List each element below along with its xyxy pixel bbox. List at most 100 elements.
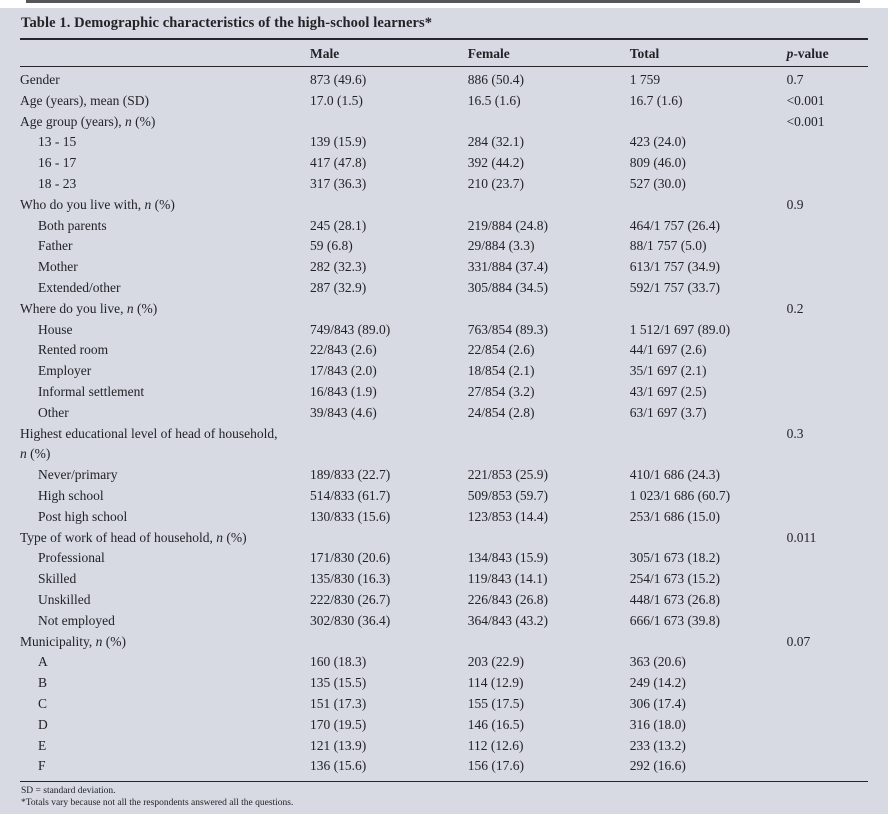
cell-female: 134/843 (15.9) — [467, 550, 548, 566]
cell-total: 16.7 (1.6) — [629, 92, 683, 108]
row-label: B — [38, 675, 48, 691]
cell-male: 121 (13.9) — [310, 737, 367, 753]
cell-male: 171/830 (20.6) — [310, 550, 391, 566]
cell-total: 527 (30.0) — [629, 175, 686, 191]
cell-p — [787, 361, 868, 382]
table-row: High school 514/833 (61.7) 509/853 (59.7) 1… — [20, 486, 868, 507]
cell-female: 22/854 (2.6) — [467, 342, 535, 358]
cell-male: 189/833 (22.7) — [310, 467, 391, 483]
cell-total: 35/1 697 (2.1) — [629, 363, 707, 379]
cell-total — [630, 424, 787, 466]
cell-total — [630, 195, 787, 216]
cell-total: 305/1 673 (18.2) — [629, 550, 721, 566]
cell-female: 203 (22.9) — [467, 654, 524, 670]
cell-p — [787, 257, 868, 278]
cell-p — [787, 382, 868, 403]
row-label: Employer — [38, 363, 92, 379]
header-row: Male Female Total p-value — [20, 40, 868, 67]
table-row: Both parents 245 (28.1) 219/884 (24.8) 464/… — [20, 216, 868, 237]
cell-p: <0.001 — [786, 92, 825, 108]
row-label: Professional — [38, 550, 105, 566]
cell-total: 1 512/1 697 (89.0) — [629, 321, 731, 337]
row-label: Municipality, n (%) — [20, 633, 126, 649]
table-title: Table 1. Demographic characteristics of … — [20, 12, 868, 40]
table-row: Age (years), mean (SD) 17.0 (1.5) 16.5 (1.… — [20, 91, 868, 112]
cell-p — [787, 486, 868, 507]
col-header-male: Male — [310, 40, 468, 67]
cell-female: 509/853 (59.7) — [467, 487, 548, 503]
row-label: Extended/other — [38, 279, 121, 295]
col-header-label — [20, 40, 311, 67]
cell-female: 27/854 (3.2) — [467, 383, 535, 399]
cell-male: 59 (6.8) — [310, 238, 353, 254]
cell-female: 123/853 (14.4) — [467, 508, 548, 524]
cell-p: 0.011 — [786, 529, 817, 545]
col-header-pvalue: p-value — [786, 40, 868, 67]
cell-total: 63/1 697 (3.7) — [629, 404, 707, 420]
footnotes: SD = standard deviation. *Totals vary be… — [20, 781, 868, 809]
cell-p — [787, 715, 868, 736]
cell-p — [787, 590, 868, 611]
table-row: 16 - 17 417 (47.8) 392 (44.2) 809 (46.0) — [20, 153, 868, 174]
cell-female — [468, 195, 630, 216]
cell-male: 514/833 (61.7) — [310, 487, 391, 503]
cell-total: 809 (46.0) — [629, 155, 686, 171]
cell-total: 1 023/1 686 (60.7) — [629, 487, 731, 503]
row-label: Age group (years), n (%) — [20, 113, 156, 129]
table-row: F 136 (15.6) 156 (17.6) 292 (16.6) — [20, 756, 868, 777]
cell-male — [310, 528, 468, 549]
table-row: Father 59 (6.8) 29/884 (3.3) 88/1 757 (5.0) — [20, 236, 868, 257]
cell-female: 221/853 (25.9) — [467, 467, 548, 483]
table-row: Mother 282 (32.3) 331/884 (37.4) 613/1 757 … — [20, 257, 868, 278]
cell-p — [787, 569, 868, 590]
row-label: Other — [38, 404, 69, 420]
table-row: Unskilled 222/830 (26.7) 226/843 (26.8) 448… — [20, 590, 868, 611]
cell-total: 613/1 757 (34.9) — [629, 259, 721, 275]
cell-male — [310, 299, 468, 320]
row-label: Type of work of head of household, n (%) — [20, 529, 247, 545]
cell-female: 392 (44.2) — [467, 155, 524, 171]
cell-p — [787, 153, 868, 174]
cell-p — [787, 403, 868, 424]
cell-male: 16/843 (1.9) — [310, 383, 377, 399]
cell-female: 114 (12.9) — [467, 675, 524, 691]
row-label: 16 - 17 — [38, 155, 77, 171]
table-row: Gender 873 (49.6) 886 (50.4) 1 759 0.7 — [20, 67, 868, 91]
cell-p — [787, 611, 868, 632]
cell-male — [310, 195, 468, 216]
cell-total: 448/1 673 (26.8) — [629, 591, 721, 607]
footnote-sd: SD = standard deviation. — [21, 786, 116, 797]
cell-p — [787, 465, 868, 486]
table-panel: Table 1. Demographic characteristics of … — [0, 8, 888, 814]
row-label: Not employed — [38, 612, 115, 628]
row-label: Unskilled — [38, 591, 91, 607]
cell-male — [310, 632, 468, 653]
row-label: Age (years), mean (SD) — [20, 92, 149, 108]
cell-female: 119/843 (14.1) — [467, 571, 548, 587]
cell-male: 130/833 (15.6) — [310, 508, 391, 524]
row-label: C — [38, 695, 48, 711]
cell-total: 410/1 686 (24.3) — [629, 467, 721, 483]
cell-female: 763/854 (89.3) — [467, 321, 548, 337]
cell-female — [468, 299, 630, 320]
cell-total — [630, 112, 787, 133]
cell-p — [787, 507, 868, 528]
cell-total: 666/1 673 (39.8) — [629, 612, 721, 628]
row-label: Informal settlement — [38, 383, 145, 399]
cell-total: 249 (14.2) — [629, 675, 686, 691]
cell-total: 292 (16.6) — [629, 758, 686, 774]
cell-male: 749/843 (89.0) — [310, 321, 391, 337]
cell-total: 316 (18.0) — [629, 716, 686, 732]
cell-male: 39/843 (4.6) — [310, 404, 377, 420]
cell-total: 44/1 697 (2.6) — [629, 342, 707, 358]
cell-p — [787, 673, 868, 694]
cell-p — [787, 216, 868, 237]
col-header-total: Total — [629, 40, 787, 67]
cell-female: 219/884 (24.8) — [467, 217, 548, 233]
cell-female: 155 (17.5) — [467, 695, 524, 711]
cell-total: 464/1 757 (26.4) — [629, 217, 721, 233]
cell-male: 17/843 (2.0) — [310, 363, 377, 379]
cell-female: 156 (17.6) — [467, 758, 524, 774]
cell-male: 160 (18.3) — [310, 654, 367, 670]
cell-female: 18/854 (2.1) — [467, 363, 535, 379]
